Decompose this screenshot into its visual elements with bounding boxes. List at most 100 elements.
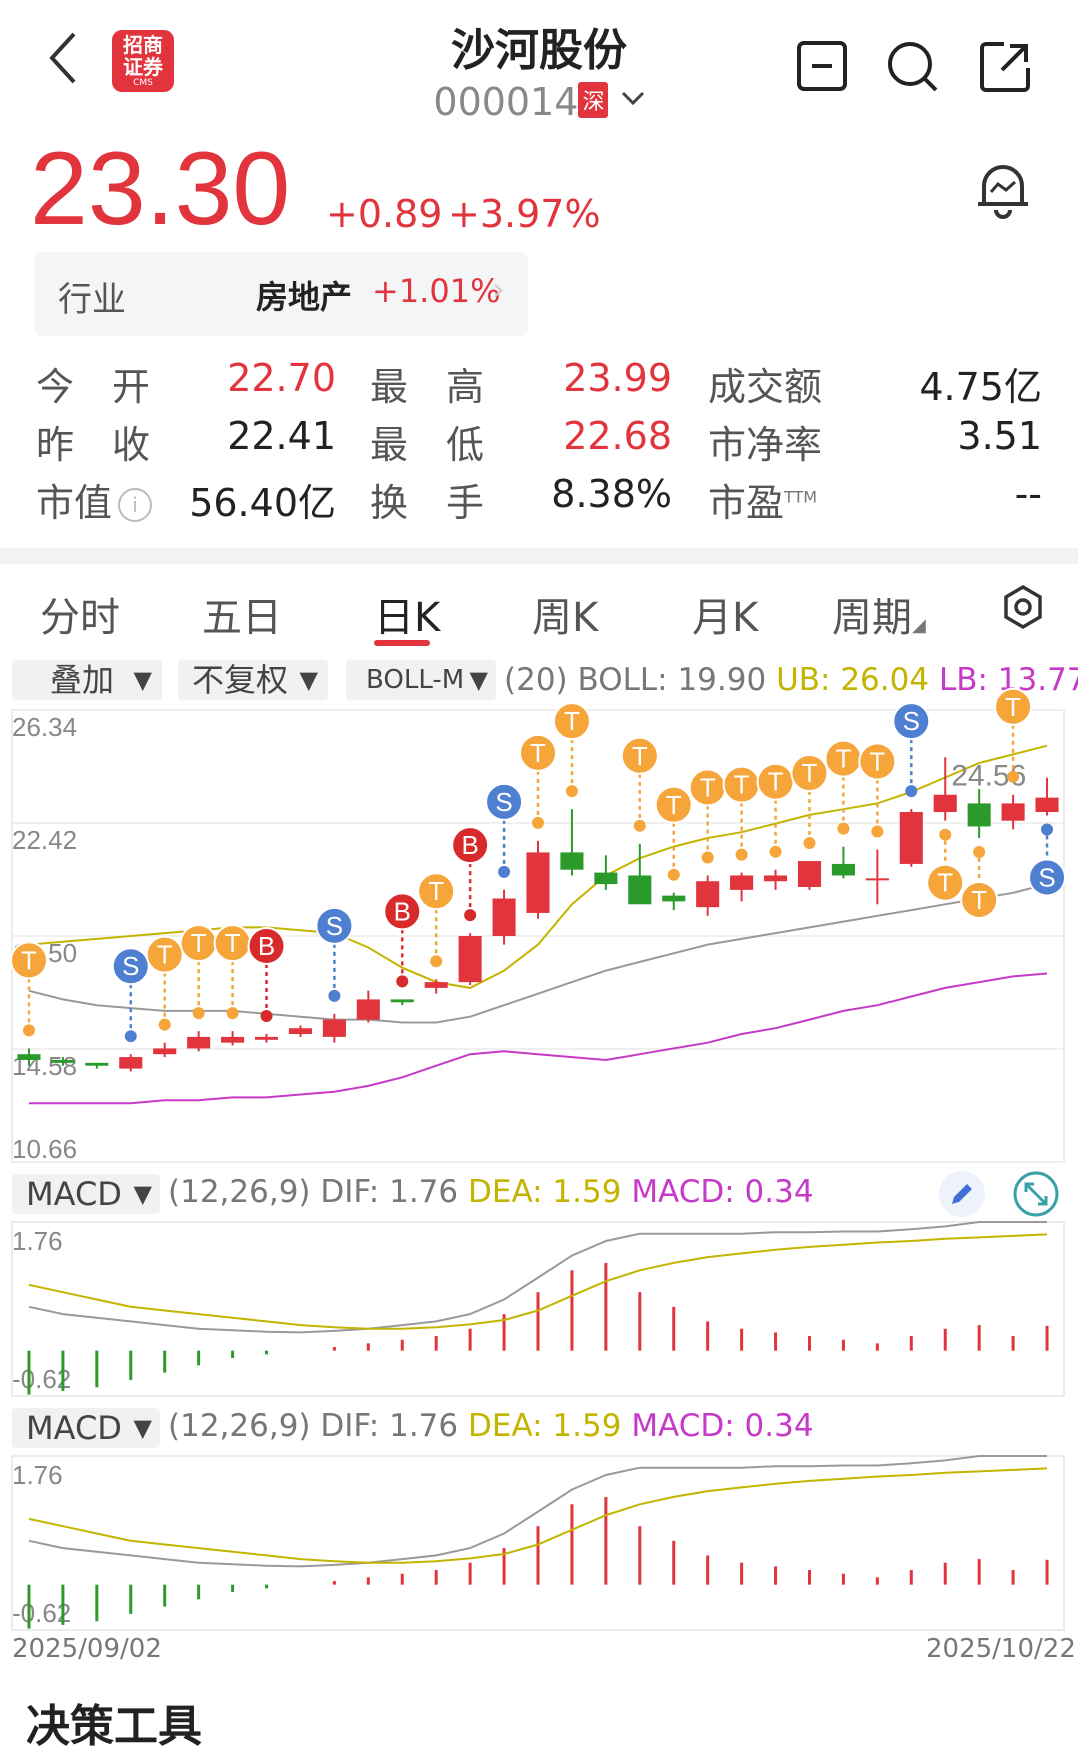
- tab-4[interactable]: 月K: [692, 595, 759, 641]
- candle: [526, 840, 550, 919]
- signal-marker-T: T: [756, 762, 795, 858]
- signal-badge: [519, 733, 557, 772]
- stat-label: 市盈TTM: [708, 481, 818, 525]
- stat-label: 最 低: [370, 423, 485, 467]
- minus-square-icon[interactable]: [796, 40, 848, 96]
- candle: [356, 990, 380, 1023]
- candle: [797, 861, 822, 890]
- candle-body: [322, 1019, 346, 1037]
- signal-letter: T: [971, 885, 987, 915]
- signal-dot: [430, 955, 443, 968]
- industry-row[interactable]: 行业 房地产 +1.01% ›: [34, 252, 528, 336]
- alert-bell-icon[interactable]: [974, 160, 1032, 224]
- stat-label: 昨 收: [36, 423, 151, 467]
- search-icon[interactable]: [886, 40, 940, 98]
- signal-marker-T: T: [790, 754, 829, 850]
- macd-dropdown-1[interactable]: MACD ▼: [12, 1174, 160, 1214]
- candle: [254, 1034, 279, 1043]
- adjust-dropdown[interactable]: 不复权 ▼: [178, 660, 328, 700]
- signal-badge: [620, 736, 659, 775]
- signal-letter: B: [461, 830, 478, 860]
- macd-dif-line: [28, 1455, 1047, 1568]
- candle-body: [594, 872, 618, 885]
- signal-marker-T: T: [926, 828, 965, 902]
- candle-body: [628, 875, 652, 905]
- indicator-dropdown[interactable]: BOLL-M ▼: [346, 660, 496, 700]
- signal-dot: [735, 848, 748, 861]
- signal-letter: T: [768, 767, 784, 797]
- stat-label: 市净率: [708, 423, 823, 467]
- stock-name: 沙河股份: [451, 25, 627, 76]
- share-icon[interactable]: [978, 40, 1032, 98]
- signal-dot: [464, 909, 477, 922]
- signal-dot: [633, 819, 646, 832]
- caret-down-icon: ▼: [469, 666, 488, 694]
- signal-dot: [939, 828, 952, 841]
- indicator-label: BOLL-M: [366, 665, 465, 695]
- signal-marker-T: T: [9, 941, 48, 1037]
- signal-dot: [769, 845, 782, 858]
- signal-dot: [803, 837, 816, 850]
- price-tick-label: 22.42: [12, 825, 77, 855]
- overlay-dropdown[interactable]: 叠加 ▼: [12, 660, 162, 700]
- candle: [288, 1025, 312, 1037]
- info-icon[interactable]: i: [118, 488, 153, 522]
- candle: [221, 1031, 245, 1046]
- candle-body: [85, 1062, 109, 1066]
- tab-3[interactable]: 周K: [532, 595, 599, 641]
- candle: [662, 892, 686, 911]
- signal-letter: B: [394, 896, 411, 926]
- signal-letter: T: [666, 790, 682, 820]
- signal-badge: [960, 880, 999, 919]
- boll-readout: (20) BOLL: 19.90 UB: 26.04 LB: 13.77: [504, 662, 1078, 698]
- candle-body: [458, 936, 482, 983]
- tab-2[interactable]: 日K: [374, 595, 441, 641]
- stock-code-selector[interactable]: 000014 深: [0, 72, 1078, 124]
- signal-marker-B: B: [383, 892, 422, 988]
- active-tab-indicator: [374, 640, 430, 646]
- signal-badge: [383, 892, 422, 931]
- signal-letter: S: [1038, 863, 1055, 893]
- candle: [899, 809, 923, 867]
- fullscreen-icon[interactable]: [1012, 1170, 1060, 1222]
- edit-icon[interactable]: [938, 1170, 986, 1222]
- tab-5[interactable]: 周期◢: [832, 595, 926, 641]
- tab-1[interactable]: 五日: [202, 595, 282, 641]
- signal-letter: T: [21, 945, 37, 975]
- signal-marker-T: T: [552, 702, 591, 798]
- industry-pct: +1.01%: [372, 272, 501, 310]
- candle-body: [390, 999, 414, 1003]
- signal-letter: T: [802, 758, 818, 788]
- signal-letter: B: [258, 931, 275, 961]
- candle-body: [730, 875, 754, 890]
- signal-badge: [315, 906, 354, 945]
- stat-value: 22.68: [563, 414, 672, 458]
- signal-letter: T: [157, 940, 173, 970]
- back-icon[interactable]: [44, 30, 84, 86]
- settings-icon[interactable]: [1000, 584, 1046, 634]
- candle-body: [662, 895, 686, 902]
- candle: [1035, 777, 1059, 816]
- macd-panel-frame-1: [11, 1221, 1065, 1397]
- signal-dot: [498, 865, 511, 878]
- current-price: 23.30: [30, 131, 291, 247]
- stat-label: 成交额: [708, 365, 823, 409]
- candle-body: [492, 898, 516, 936]
- macd-dropdown-2[interactable]: MACD ▼: [12, 1408, 160, 1448]
- industry-label: 行业: [58, 280, 126, 320]
- stat-label: 换 手: [370, 481, 485, 525]
- candle: [933, 757, 957, 821]
- signal-badge: [485, 782, 524, 821]
- signal-marker-T: T: [654, 785, 693, 881]
- signal-marker-T: T: [688, 768, 727, 864]
- macd-readout-1: (12,26,9) DIF: 1.76 DEA: 1.59 MACD: 0.34: [168, 1174, 814, 1210]
- tab-0[interactable]: 分时: [40, 595, 120, 641]
- divider: [0, 548, 1078, 564]
- macd-dif-line: [28, 1221, 1047, 1334]
- broker-logo: 招商 证券 CMS: [112, 30, 174, 92]
- candle: [153, 1042, 177, 1058]
- stat-value: 22.41: [227, 414, 336, 458]
- candle-body: [696, 881, 720, 908]
- caret-down-icon: ▼: [299, 666, 318, 694]
